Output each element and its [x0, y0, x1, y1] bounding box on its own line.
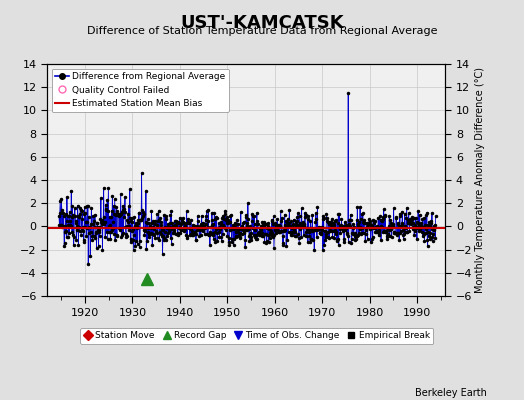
Y-axis label: Monthly Temperature Anomaly Difference (°C): Monthly Temperature Anomaly Difference (…	[475, 67, 485, 293]
Text: Berkeley Earth: Berkeley Earth	[416, 388, 487, 398]
Text: UST'-KAMCATSK: UST'-KAMCATSK	[180, 14, 344, 32]
Text: Difference of Station Temperature Data from Regional Average: Difference of Station Temperature Data f…	[87, 26, 437, 36]
Legend: Station Move, Record Gap, Time of Obs. Change, Empirical Break: Station Move, Record Gap, Time of Obs. C…	[80, 328, 433, 344]
Legend: Difference from Regional Average, Quality Control Failed, Estimated Station Mean: Difference from Regional Average, Qualit…	[52, 68, 230, 112]
